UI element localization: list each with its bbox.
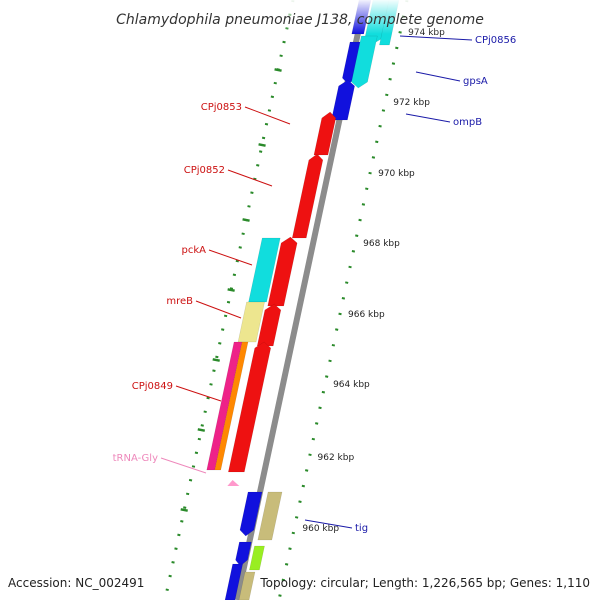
gene-leader-line [208,249,253,266]
gene-block-tan [238,571,256,600]
gene-block-blue [235,541,252,567]
major-tick-mark [242,218,250,222]
gene-block-orange [214,341,249,471]
accession-text: Accession: NC_002491 [8,576,144,590]
gene-block-red [291,153,324,239]
gene-block-red [228,341,272,473]
title-backdrop [100,0,500,34]
gene-label[interactable]: CPj0853 [201,102,242,113]
gene-label[interactable]: tRNA-Gly [113,453,158,464]
tick-label: 970 kbp [378,169,415,179]
gene-leader-line [244,106,291,125]
major-tick-mark [212,358,220,362]
tick-label: 966 kbp [348,310,385,320]
gene-label[interactable]: CPj0852 [184,165,225,176]
gene-leader-line [405,113,451,123]
gene-block-khaki [237,301,265,343]
gene-leader-line [399,35,473,41]
major-tick-mark [274,68,282,72]
gene-label[interactable]: mreB [166,296,193,307]
gene-leader-line [227,169,273,187]
tick-label: 962 kbp [318,453,355,463]
gene-block-blue [331,79,355,121]
gene-labels: CPj0856 gpsA ompB CPj0853 CPj0852 pckA mreB CPj… [113,35,517,534]
major-tick-mark [197,428,206,432]
map-title: Chlamydophila pneumoniae J138, complete … [116,12,484,28]
gene-block-blue [224,563,244,600]
gene-label[interactable]: CPj0856 [475,35,516,46]
trna-gly-marker [227,480,240,486]
tick-label: 968 kbp [363,239,400,249]
gene-leader-line [175,385,222,402]
major-tick-mark [258,143,266,147]
gene-leader-line [415,71,461,82]
gene-label[interactable]: gpsA [463,76,488,87]
gene-block-red [313,111,337,156]
gene-label[interactable]: CPj0849 [132,381,173,392]
gene-block-cyan [351,35,378,89]
gene-leader-line [195,300,242,319]
gene-block-cyan [248,237,281,303]
gene-leader-line [160,457,207,474]
tick-label: 972 kbp [393,98,430,108]
gene-label[interactable]: pckA [182,245,207,256]
gene-block-tan [257,491,283,541]
gene-label[interactable]: ompB [453,117,482,128]
major-tick-mark [180,508,188,512]
gene-label[interactable]: tig [355,523,368,534]
tick-label: 960 kbp [302,524,339,534]
gene-leader-line [304,519,353,529]
gene-block-lime [249,545,265,571]
tick-label: 964 kbp [333,380,370,390]
major-tick-mark [227,288,235,292]
topology-text: Topology: circular; Length: 1,226,565 bp… [259,576,590,590]
tick-dot-rings [163,0,409,600]
gene-block-blue [239,491,263,537]
